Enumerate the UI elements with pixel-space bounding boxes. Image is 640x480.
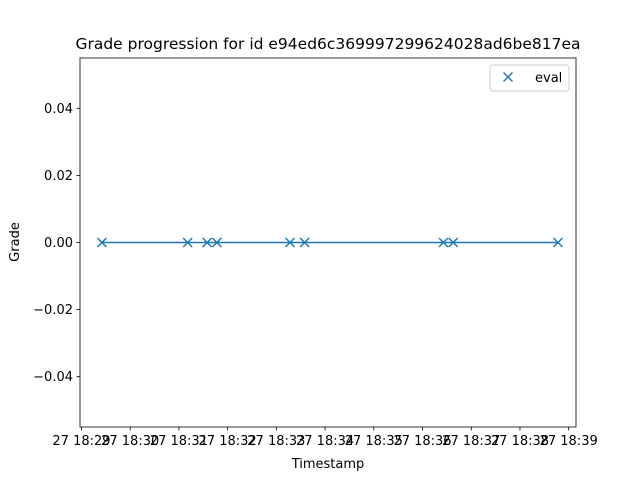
y-tick-label: −0.02 (33, 303, 73, 318)
x-axis-label: Timestamp (291, 457, 365, 472)
data-point-marker (202, 237, 213, 248)
x-tick-label: 27 18:34 (296, 434, 354, 449)
legend-label: eval (535, 71, 562, 86)
y-tick-label: 0.00 (44, 236, 73, 251)
data-point-marker (448, 237, 459, 248)
chart-title: Grade progression for id e94ed6c36999729… (75, 35, 580, 53)
y-tick-label: −0.04 (33, 370, 73, 385)
legend-marker-icon (502, 71, 514, 83)
y-axis-label: Grade (8, 222, 23, 262)
legend: eval (489, 64, 570, 92)
data-point-marker (299, 237, 310, 248)
x-tick-label: 27 18:39 (540, 434, 598, 449)
data-point-marker (96, 237, 107, 248)
data-point-marker (211, 237, 222, 248)
data-point-marker (438, 237, 449, 248)
y-tick-label: 0.04 (44, 102, 73, 117)
legend-box (489, 64, 570, 92)
y-tick-label: 0.02 (44, 169, 73, 184)
data-point-marker (182, 237, 193, 248)
plot-area (96, 237, 564, 248)
data-point-marker (284, 237, 296, 248)
x-tick-label: 27 18:29 (52, 434, 110, 449)
x-tick-label: 27 18:36 (393, 434, 451, 449)
data-point-marker (552, 237, 564, 248)
x-tick-label: 27 18:37 (442, 434, 500, 449)
x-tick-label: 27 18:35 (345, 434, 403, 449)
x-tick-label: 27 18:33 (247, 434, 305, 449)
x-tick-label: 27 18:31 (150, 434, 208, 449)
x-tick-label: 27 18:38 (491, 434, 549, 449)
x-tick-label: 27 18:30 (101, 434, 159, 449)
x-tick-label: 27 18:32 (199, 434, 257, 449)
